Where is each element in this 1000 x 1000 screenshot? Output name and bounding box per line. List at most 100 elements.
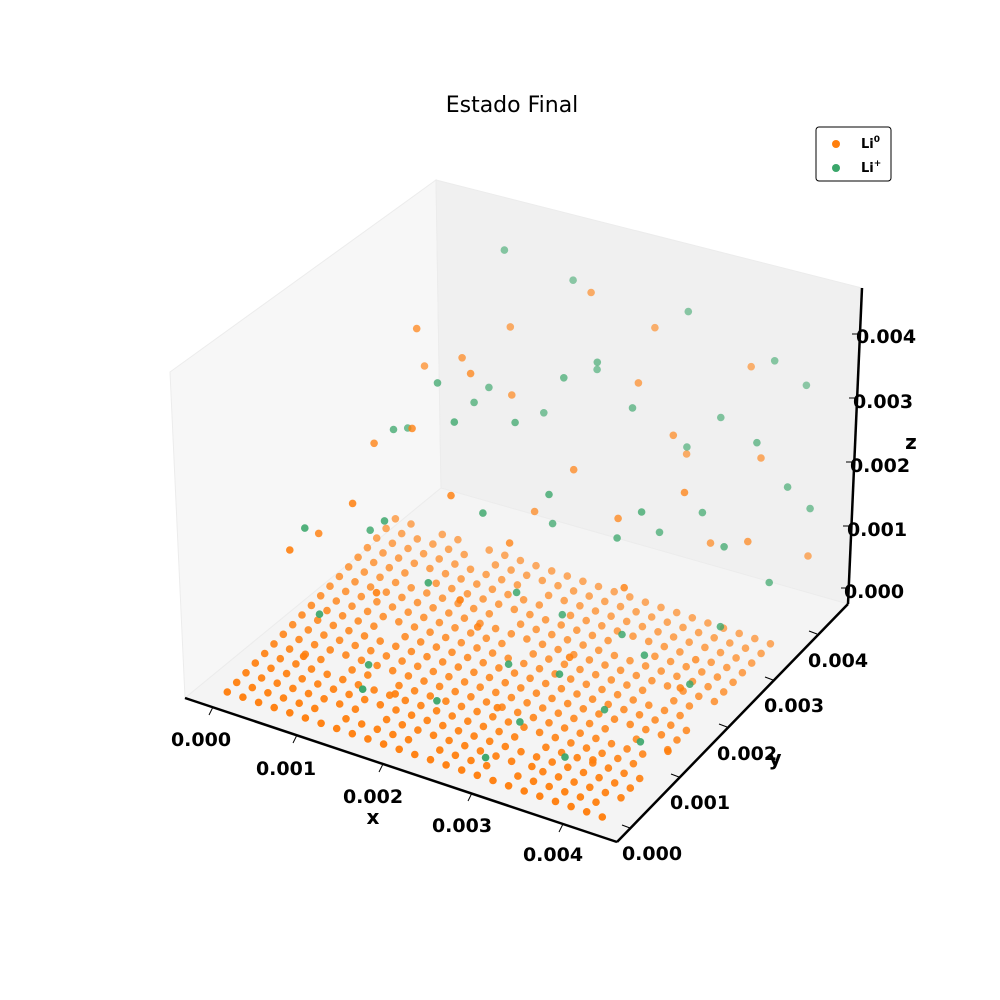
li0-lattice-point	[438, 658, 447, 666]
li0-lattice-point	[545, 719, 553, 727]
liplus-point	[504, 660, 513, 668]
li0-lattice-point	[557, 684, 566, 693]
legend-liplus-name: Li	[861, 161, 874, 176]
li0-lattice-point	[563, 636, 572, 644]
li0-lattice-point	[514, 772, 522, 780]
li0-lattice-point	[685, 638, 693, 646]
li0-lattice-point	[582, 744, 591, 752]
li0-lattice-point	[513, 581, 522, 589]
li0-lattice-point	[417, 701, 425, 710]
li0-lattice-point	[482, 698, 491, 706]
li0-lattice-point	[588, 695, 597, 703]
liplus-point	[613, 534, 621, 542]
z-axis-label: z	[905, 430, 917, 454]
li0-lattice-point	[504, 654, 512, 663]
li0-lattice-point	[457, 638, 466, 647]
li0-lattice-point	[488, 649, 497, 657]
li0-point	[493, 703, 502, 712]
li0-lattice-point	[388, 603, 397, 611]
li0-lattice-point	[616, 602, 625, 611]
li0-point	[680, 488, 689, 497]
li0-lattice-point	[448, 648, 456, 657]
li0-lattice-point	[564, 763, 572, 772]
li0-lattice-point	[607, 612, 615, 620]
li0-lattice-point	[501, 742, 510, 751]
li0-lattice-point	[751, 634, 759, 643]
li0-lattice-point	[494, 600, 503, 608]
li0-lattice-point	[442, 697, 450, 705]
liplus-point	[389, 425, 398, 434]
li0-lattice-point	[610, 651, 619, 660]
li0-lattice-point	[307, 665, 316, 673]
li0-lattice-point	[632, 608, 640, 616]
li0-point	[348, 499, 357, 508]
li0-lattice-point	[610, 715, 619, 723]
li0-point	[634, 379, 643, 387]
li0-point	[412, 324, 421, 333]
li0-lattice-point	[538, 640, 547, 649]
li0-lattice-point	[314, 680, 322, 688]
li0-point	[620, 583, 628, 592]
li0-lattice-point	[591, 670, 600, 679]
li0-point	[706, 539, 715, 547]
li0-lattice-point	[698, 668, 706, 676]
x-tick-label: 0.003	[432, 815, 492, 837]
liplus-point	[655, 528, 664, 537]
li0-lattice-point	[532, 689, 541, 697]
li0-lattice-point	[479, 658, 488, 667]
li0-lattice-point	[666, 657, 675, 666]
li0-lattice-point	[520, 723, 528, 731]
li0-lattice-point	[457, 575, 465, 583]
li0-lattice-point	[482, 570, 490, 579]
li0-lattice-point	[729, 678, 737, 687]
li0-lattice-point	[510, 605, 519, 614]
x-tick-mark	[208, 706, 214, 716]
liplus-point	[380, 517, 389, 525]
y-tick-label: 0.002	[717, 743, 777, 765]
li0-lattice-point	[532, 561, 540, 570]
li0-lattice-point	[635, 711, 644, 719]
li0-lattice-point	[491, 624, 500, 633]
li0-lattice-point	[411, 750, 419, 759]
li0-lattice-point	[504, 718, 513, 726]
liplus-point	[424, 579, 433, 587]
li0-lattice-point	[654, 628, 662, 636]
li0-point	[458, 354, 466, 362]
li0-point	[744, 537, 752, 546]
li0-lattice-point	[326, 582, 334, 590]
li0-point	[473, 623, 482, 631]
li0-lattice-point	[479, 722, 488, 731]
li0-lattice-point	[426, 692, 435, 700]
li0-lattice-point	[592, 798, 600, 806]
li0-lattice-point	[738, 668, 747, 677]
li0-lattice-point	[379, 612, 388, 621]
liplus-point	[593, 358, 602, 367]
li0-lattice-point	[326, 646, 335, 654]
li0-lattice-point	[563, 699, 572, 708]
li0-lattice-point	[491, 561, 500, 569]
li0-lattice-point	[451, 560, 459, 568]
legend-marker-liplus	[832, 164, 840, 172]
li0-lattice-point	[660, 642, 669, 651]
li0-lattice-point	[541, 679, 550, 688]
li0-lattice-point	[582, 808, 591, 816]
li0-lattice-point	[426, 628, 434, 636]
li0-lattice-point	[445, 736, 453, 745]
y-ticks: 0.000 0.001 0.002 0.003 0.004 y	[621, 630, 868, 865]
li0-lattice-point	[517, 684, 525, 692]
li0-lattice-point	[651, 652, 659, 661]
li0-lattice-point	[341, 587, 350, 596]
y-tick-label: 0.000	[622, 843, 682, 865]
li0-point	[505, 539, 514, 547]
li0-lattice-point	[585, 719, 594, 728]
li0-lattice-point	[270, 640, 278, 648]
li0-lattice-point	[442, 761, 450, 769]
li0-lattice-point	[367, 646, 375, 655]
y-tick-label: 0.003	[764, 695, 824, 717]
li0-lattice-point	[441, 633, 450, 642]
li0-lattice-point	[373, 725, 382, 734]
li0-lattice-point	[242, 669, 250, 677]
li0-lattice-point	[598, 622, 606, 630]
legend-li0-name: Li	[861, 137, 874, 152]
li0-lattice-point	[435, 618, 444, 627]
